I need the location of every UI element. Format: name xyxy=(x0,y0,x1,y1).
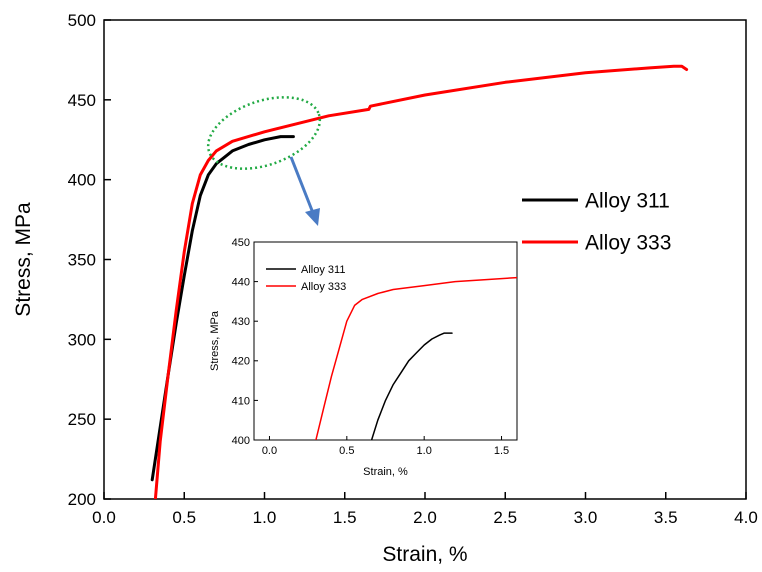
y-axis-label: Stress, MPa xyxy=(209,310,221,371)
main-legend: Alloy 311 Alloy 333 xyxy=(522,189,671,254)
zoom-annotation xyxy=(206,96,322,226)
series-line-alloy-333 xyxy=(153,64,689,499)
x-tick-label: 1.0 xyxy=(417,445,432,457)
y-tick-label: 250 xyxy=(68,410,96,429)
legend-label-1: Alloy 333 xyxy=(585,231,671,254)
x-tick-label: 3.5 xyxy=(654,508,678,527)
zoom-arrow-head xyxy=(305,208,320,226)
x-tick-label: 0.0 xyxy=(262,445,277,457)
legend-label-1: Alloy 333 xyxy=(301,281,346,293)
x-tick-label: 2.5 xyxy=(493,508,517,527)
x-tick-label: 0.0 xyxy=(92,508,116,527)
y-tick-label: 450 xyxy=(68,91,96,110)
zoom-region-ellipse xyxy=(206,96,322,170)
x-tick-label: 2.0 xyxy=(413,508,437,527)
x-tick-label: 3.0 xyxy=(574,508,598,527)
y-tick-label: 500 xyxy=(68,11,96,30)
x-tick-label: 0.5 xyxy=(339,445,354,457)
y-tick-label: 430 xyxy=(232,316,250,328)
legend-label-0: Alloy 311 xyxy=(301,264,345,276)
legend-label-0: Alloy 311 xyxy=(585,189,670,212)
x-tick-label: 4.0 xyxy=(734,508,758,527)
inset-legend: Alloy 311 Alloy 333 xyxy=(266,264,346,293)
y-tick-label: 350 xyxy=(68,250,96,269)
x-axis-label: Strain, % xyxy=(363,466,408,478)
y-tick-label: 420 xyxy=(232,356,250,368)
plot-frame xyxy=(253,241,518,441)
y-tick-label: 400 xyxy=(68,171,96,190)
series-line-alloy-333 xyxy=(315,276,517,440)
x-tick-label: 1.5 xyxy=(494,445,509,457)
y-tick-label: 450 xyxy=(232,237,250,249)
x-tick-label: 1.0 xyxy=(253,508,277,527)
y-tick-label: 200 xyxy=(68,490,96,509)
y-axis-label: Stress, MPa xyxy=(12,202,35,317)
zoom-arrow-shaft xyxy=(289,156,315,214)
y-tick-label: 300 xyxy=(68,330,96,349)
x-axis-label: Strain, % xyxy=(382,543,467,566)
x-tick-label: 1.5 xyxy=(333,508,357,527)
x-tick-label: 0.5 xyxy=(172,508,196,527)
y-tick-label: 400 xyxy=(232,435,250,447)
y-tick-label: 410 xyxy=(232,395,250,407)
y-tick-label: 440 xyxy=(232,276,250,288)
inset-plot: 0.0 0.5 1.0 1.5 400 410 420 430 440 450 Strain, % S… xyxy=(209,237,518,478)
series-line-alloy-311 xyxy=(370,332,453,440)
